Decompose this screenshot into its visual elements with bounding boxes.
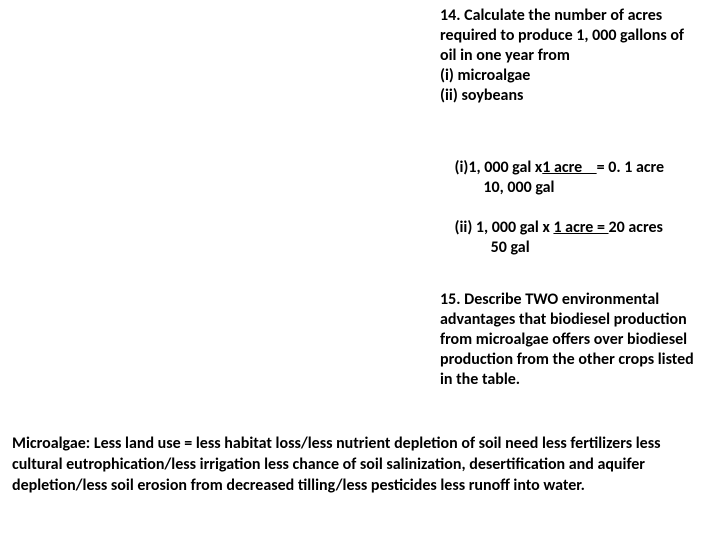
question-14: 14. Calculate the number of acres requir… bbox=[440, 6, 700, 106]
ans-i-line2: 10, 000 gal bbox=[440, 178, 554, 197]
ans-ii-line2: 50 gal bbox=[440, 238, 530, 257]
q14-prompt: 14. Calculate the number of acres requir… bbox=[440, 6, 684, 65]
ans-ii-line1-a: (ii) 1, 000 gal x bbox=[454, 218, 553, 237]
q14-part-ii: (ii) soybeans bbox=[440, 86, 523, 105]
q14-part-i: (i) microalgae bbox=[440, 66, 530, 85]
ans-ii-line1-c: 20 acres bbox=[609, 218, 663, 237]
ans-i-line1-b: 1 acre bbox=[542, 158, 596, 177]
answer-15-microalgae: Microalgae: Less land use = less habitat… bbox=[12, 434, 712, 496]
q15-prompt: 15. Describe TWO environmental advantage… bbox=[440, 290, 694, 389]
question-15: 15. Describe TWO environmental advantage… bbox=[440, 290, 705, 390]
slide-page: 14. Calculate the number of acres requir… bbox=[0, 0, 720, 540]
microalgae-text: Microalgae: Less land use = less habitat… bbox=[12, 434, 660, 495]
answer-14-ii: (ii) 1, 000 gal x 1 acre = 20 acres 50 g… bbox=[440, 198, 720, 278]
ans-i-line1-c: = 0. 1 acre bbox=[597, 158, 664, 177]
ans-ii-line1-b: 1 acre = bbox=[553, 218, 608, 237]
ans-i-line1-a: (i)1, 000 gal x bbox=[454, 158, 542, 177]
